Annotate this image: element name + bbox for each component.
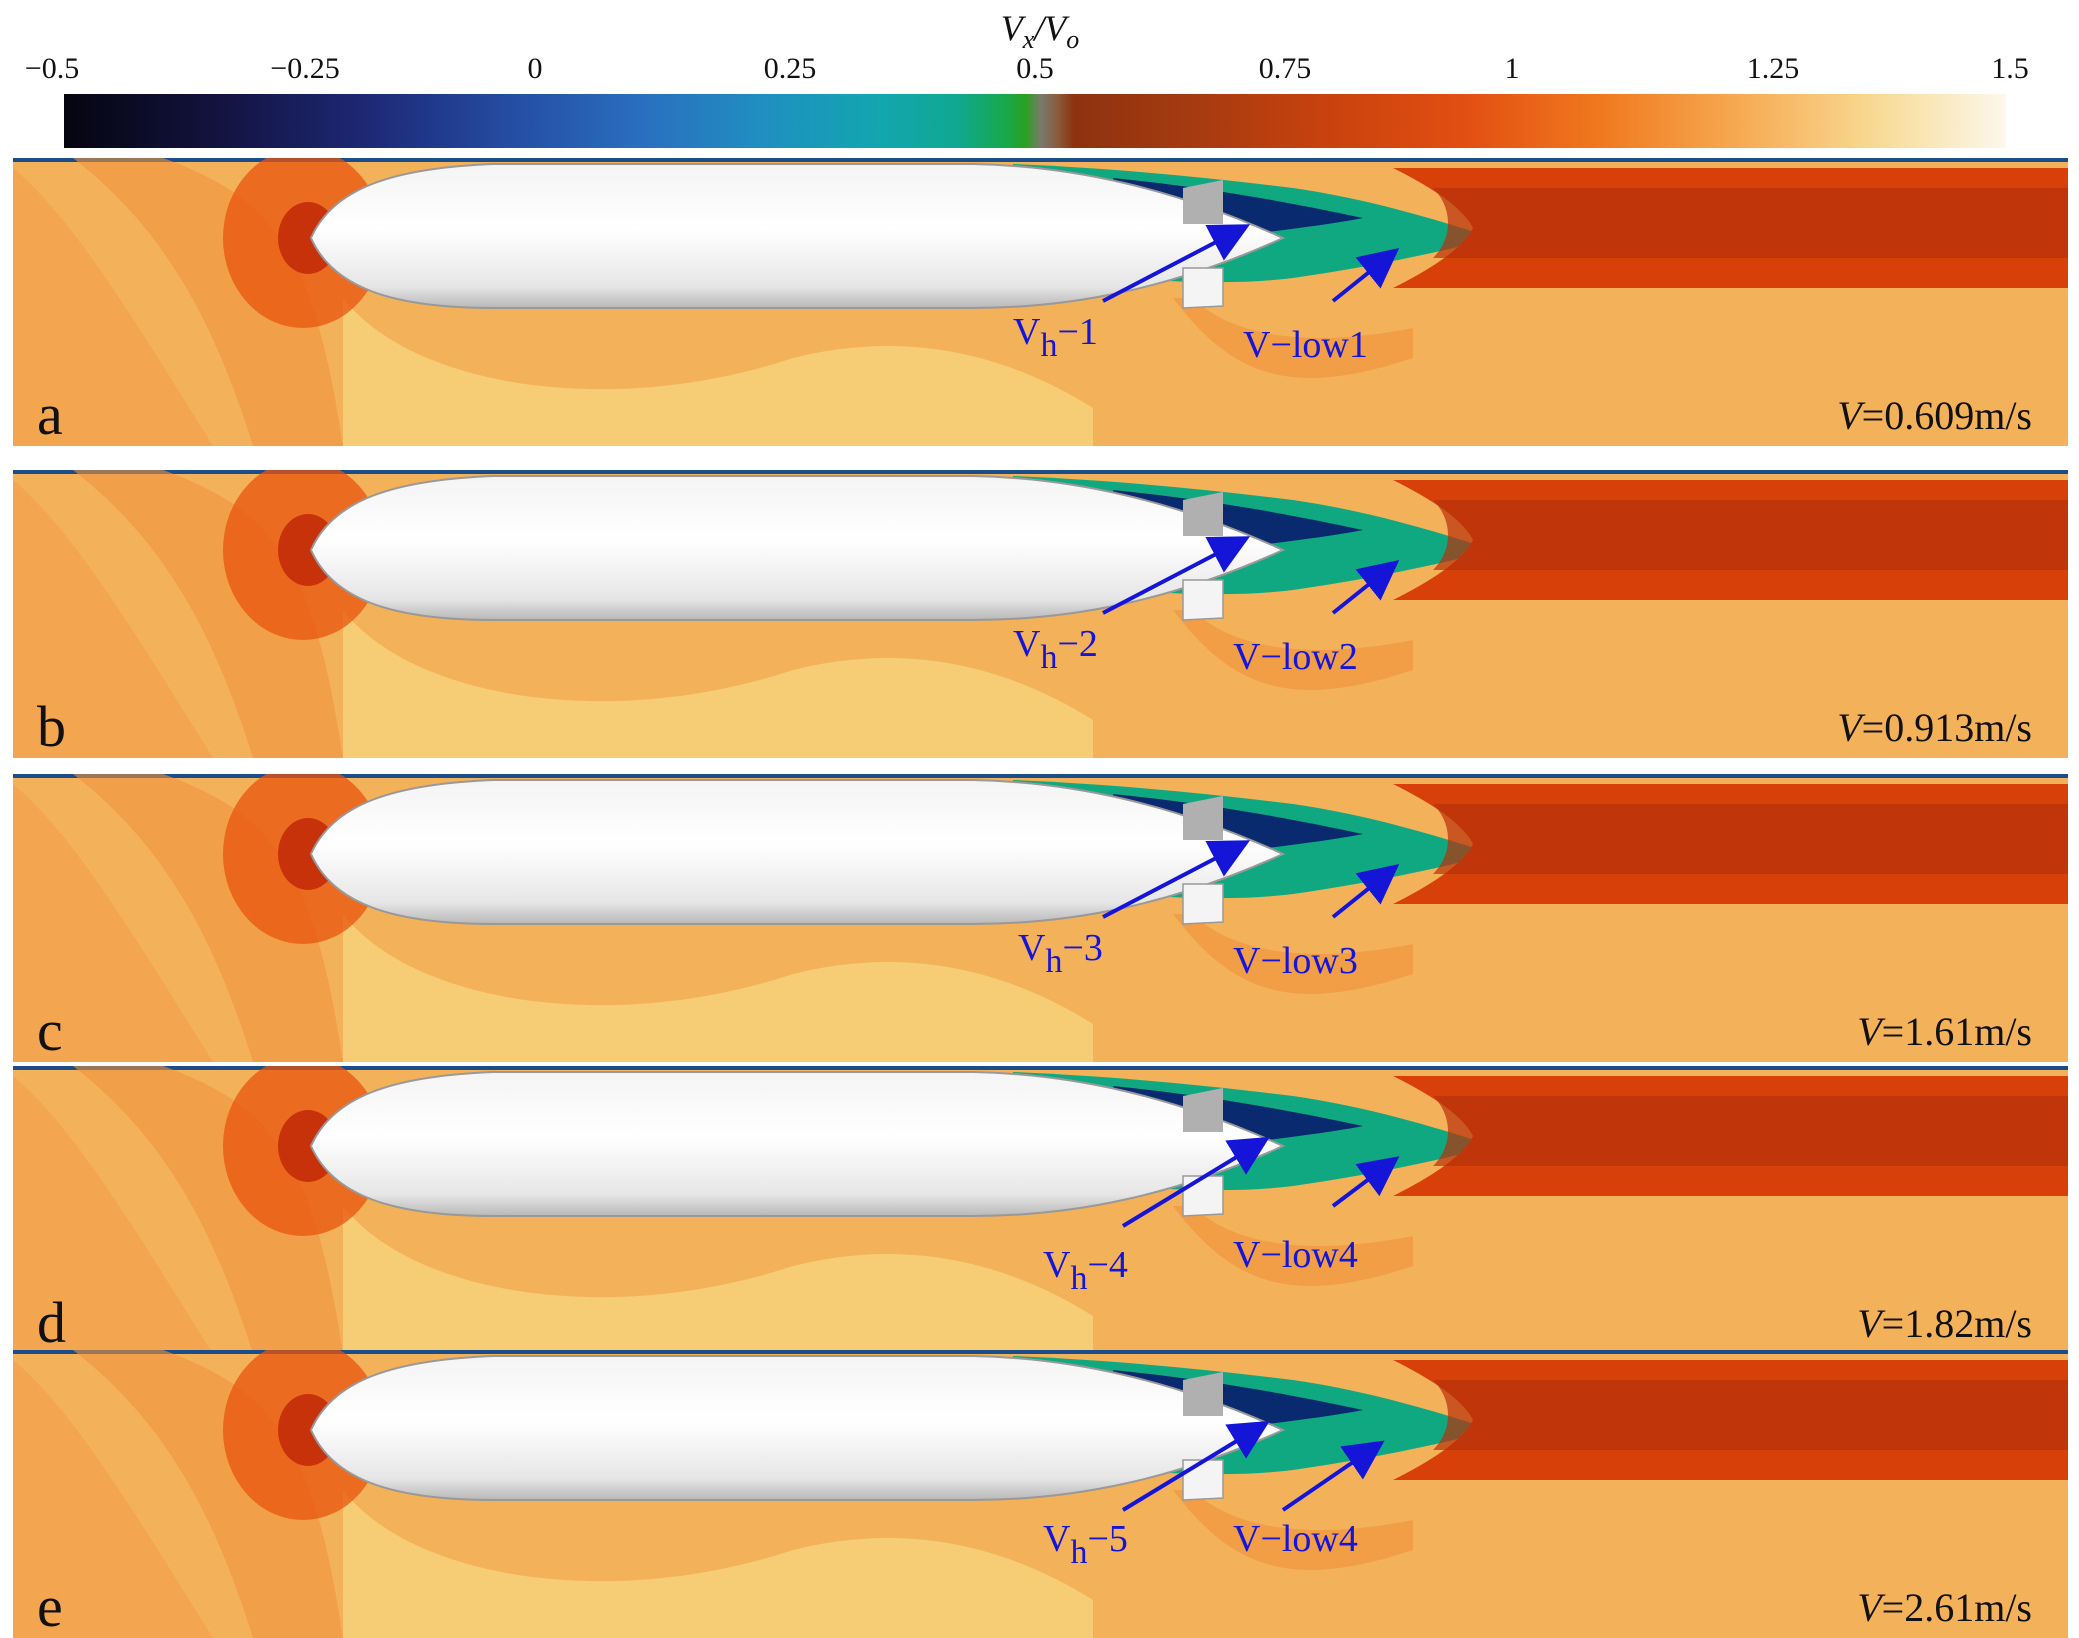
annotation-arrow [1121,1136,1270,1228]
flow-panel-e: Vh−5 V−low4 e V=2.61m/s [13,1350,2068,1638]
colorbar-tick: 1.5 [1991,52,2029,85]
vlow-annotation: V−low4 [1233,1518,1358,1560]
annotation-arrow [1331,248,1400,303]
vh-annotation: Vh−5 [1043,1518,1128,1571]
flow-field [13,1066,2068,1354]
colorbar-tick: 1 [1504,52,1520,85]
annotation-arrow [1331,560,1400,615]
colorbar-title-denominator: V [1044,8,1067,48]
panel-letter: a [37,382,63,446]
vlow-annotation: V−low2 [1233,636,1358,678]
annotation-arrow [1102,224,1251,303]
panel-letter: d [37,1290,66,1354]
colorbar-tick: 0.25 [763,52,817,85]
annotation-arrow [1281,1440,1385,1512]
colorbar-tick: 0 [527,52,543,85]
vh-annotation: Vh−3 [1018,927,1103,980]
annotation-arrow [1121,1420,1270,1512]
colorbar [64,94,2006,148]
annotation-arrow [1331,1156,1400,1208]
speed-label: V=0.913m/s [1837,705,2032,750]
annotation-arrow [1102,536,1251,615]
flow-panel-a: Vh−1 V−low1 a V=0.609m/s [13,158,2068,446]
flow-panel-c: Vh−3 V−low3 c V=1.61m/s [13,774,2068,1062]
colorbar-title-sub-o: o [1066,25,1080,55]
colorbar-tick: −0.25 [270,52,340,85]
annotation-arrow [1102,840,1251,919]
panel-letter: b [37,694,66,758]
speed-label: V=0.609m/s [1837,393,2032,438]
vh-annotation: Vh−1 [1013,311,1098,364]
colorbar-title: Vx/Vo [960,0,1120,56]
colorbar-tick: 0.75 [1258,52,1312,85]
flow-panel-d: Vh−4 V−low4 d V=1.82m/s [13,1066,2068,1354]
speed-label: V=1.82m/s [1857,1301,2032,1346]
colorbar-tick: 1.25 [1746,52,1800,85]
speed-label: V=1.61m/s [1857,1009,2032,1054]
colorbar-tick: 0.5 [1016,52,1054,85]
flow-field [13,774,2068,1062]
vlow-annotation: V−low3 [1233,940,1358,982]
vlow-annotation: V−low4 [1233,1234,1358,1276]
colorbar-ticks: −0.5 −0.25 0 0.25 0.5 0.75 1 1.25 1.5 [0,52,2079,92]
vlow-annotation: V−low1 [1243,324,1368,366]
colorbar-tick: −0.5 [24,52,80,85]
panel-letter: c [37,998,63,1062]
panel-letter: e [37,1574,63,1638]
colorbar-title-sub-x: x [1022,25,1035,55]
colorbar-title-slash: / [1034,8,1045,48]
flow-field [13,470,2068,758]
flow-panel-b: Vh−2 V−low2 b V=0.913m/s [13,470,2068,758]
vh-annotation: Vh−4 [1043,1244,1128,1297]
vh-annotation: Vh−2 [1013,623,1098,676]
speed-label: V=2.61m/s [1857,1585,2032,1630]
annotation-arrow [1331,864,1400,919]
flow-field [13,158,2068,446]
colorbar-title-numerator: V [1000,8,1023,48]
flow-field [13,1350,2068,1638]
